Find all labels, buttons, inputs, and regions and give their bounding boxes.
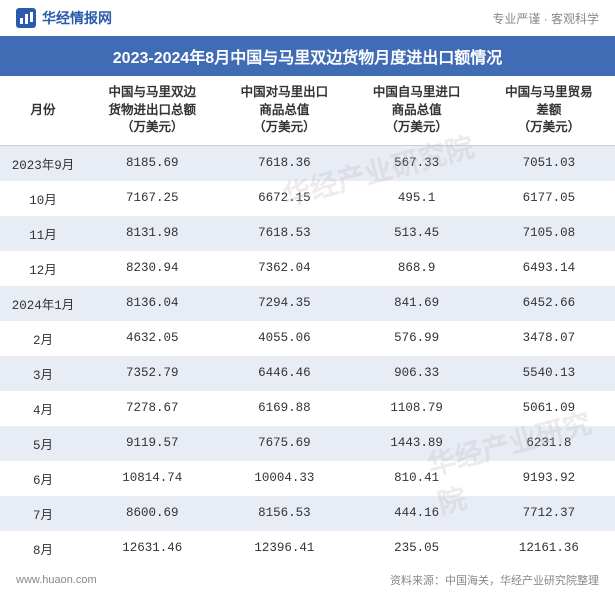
- table-row: 12月8230.947362.04868.96493.14: [0, 251, 615, 286]
- table-cell: 2月: [0, 321, 86, 356]
- table-cell: 10004.33: [218, 461, 350, 496]
- table-cell: 9119.57: [86, 426, 218, 461]
- table-cell: 868.9: [351, 251, 483, 286]
- table-row: 3月7352.796446.46906.335540.13: [0, 356, 615, 391]
- table-cell: 7618.36: [218, 145, 350, 181]
- col-header-total: 中国与马里双边货物进出口总额（万美元）: [86, 76, 218, 145]
- table-cell: 8156.53: [218, 496, 350, 531]
- table-row: 7月8600.698156.53444.167712.37: [0, 496, 615, 531]
- table-cell: 1108.79: [351, 391, 483, 426]
- table-cell: 9193.92: [483, 461, 615, 496]
- table-cell: 4055.06: [218, 321, 350, 356]
- table-cell: 8600.69: [86, 496, 218, 531]
- table-cell: 513.45: [351, 216, 483, 251]
- col-header-export: 中国对马里出口商品总值（万美元）: [218, 76, 350, 145]
- header-bar: 华经情报网 专业严谨 · 客观科学: [0, 0, 615, 36]
- table-cell: 8131.98: [86, 216, 218, 251]
- slogan: 专业严谨 · 客观科学: [492, 10, 599, 27]
- table-cell: 8230.94: [86, 251, 218, 286]
- table-cell: 6177.05: [483, 181, 615, 216]
- chart-title: 2023-2024年8月中国与马里双边货物月度进出口额情况: [0, 36, 615, 76]
- table-cell: 235.05: [351, 531, 483, 566]
- table-row: 2月4632.054055.06576.993478.07: [0, 321, 615, 356]
- logo-icon: [16, 8, 36, 28]
- table-cell: 6169.88: [218, 391, 350, 426]
- table-row: 2024年1月8136.047294.35841.696452.66: [0, 286, 615, 321]
- table-cell: 4月: [0, 391, 86, 426]
- table-cell: 906.33: [351, 356, 483, 391]
- table-container: 月份 中国与马里双边货物进出口总额（万美元） 中国对马里出口商品总值（万美元） …: [0, 76, 615, 566]
- table-cell: 576.99: [351, 321, 483, 356]
- data-table: 月份 中国与马里双边货物进出口总额（万美元） 中国对马里出口商品总值（万美元） …: [0, 76, 615, 566]
- table-row: 6月10814.7410004.33810.419193.92: [0, 461, 615, 496]
- table-cell: 6672.15: [218, 181, 350, 216]
- table-cell: 11月: [0, 216, 86, 251]
- table-cell: 7618.53: [218, 216, 350, 251]
- table-row: 4月7278.676169.881108.795061.09: [0, 391, 615, 426]
- table-cell: 495.1: [351, 181, 483, 216]
- table-cell: 10月: [0, 181, 86, 216]
- table-row: 11月8131.987618.53513.457105.08: [0, 216, 615, 251]
- table-cell: 7712.37: [483, 496, 615, 531]
- footer-source: 资料来源：中国海关，华经产业研究院整理: [390, 572, 599, 588]
- footer-website: www.huaon.com: [16, 574, 97, 586]
- table-cell: 7167.25: [86, 181, 218, 216]
- table-cell: 6493.14: [483, 251, 615, 286]
- col-header-month: 月份: [0, 76, 86, 145]
- table-cell: 12396.41: [218, 531, 350, 566]
- table-row: 8月12631.4612396.41235.0512161.36: [0, 531, 615, 566]
- table-cell: 6231.8: [483, 426, 615, 461]
- table-cell: 2024年1月: [0, 286, 86, 321]
- table-cell: 12161.36: [483, 531, 615, 566]
- table-cell: 8月: [0, 531, 86, 566]
- table-cell: 6452.66: [483, 286, 615, 321]
- table-header-row: 月份 中国与马里双边货物进出口总额（万美元） 中国对马里出口商品总值（万美元） …: [0, 76, 615, 145]
- table-cell: 3月: [0, 356, 86, 391]
- table-cell: 5540.13: [483, 356, 615, 391]
- logo-section: 华经情报网: [16, 8, 112, 28]
- table-cell: 810.41: [351, 461, 483, 496]
- table-cell: 8185.69: [86, 145, 218, 181]
- table-cell: 7月: [0, 496, 86, 531]
- table-cell: 7352.79: [86, 356, 218, 391]
- table-row: 10月7167.256672.15495.16177.05: [0, 181, 615, 216]
- table-cell: 2023年9月: [0, 145, 86, 181]
- col-header-import: 中国自马里进口商品总值（万美元）: [351, 76, 483, 145]
- table-cell: 7051.03: [483, 145, 615, 181]
- table-cell: 5月: [0, 426, 86, 461]
- table-cell: 10814.74: [86, 461, 218, 496]
- table-cell: 5061.09: [483, 391, 615, 426]
- table-cell: 12631.46: [86, 531, 218, 566]
- table-cell: 7362.04: [218, 251, 350, 286]
- table-cell: 8136.04: [86, 286, 218, 321]
- table-cell: 6月: [0, 461, 86, 496]
- table-cell: 841.69: [351, 286, 483, 321]
- table-row: 5月9119.577675.691443.896231.8: [0, 426, 615, 461]
- table-cell: 7278.67: [86, 391, 218, 426]
- table-cell: 4632.05: [86, 321, 218, 356]
- footer-bar: www.huaon.com 资料来源：中国海关，华经产业研究院整理: [0, 566, 615, 594]
- table-row: 2023年9月8185.697618.36567.337051.03: [0, 145, 615, 181]
- table-cell: 7105.08: [483, 216, 615, 251]
- table-cell: 6446.46: [218, 356, 350, 391]
- table-cell: 1443.89: [351, 426, 483, 461]
- table-cell: 3478.07: [483, 321, 615, 356]
- table-cell: 444.16: [351, 496, 483, 531]
- col-header-balance: 中国与马里贸易差额（万美元）: [483, 76, 615, 145]
- table-cell: 7294.35: [218, 286, 350, 321]
- table-cell: 567.33: [351, 145, 483, 181]
- table-cell: 12月: [0, 251, 86, 286]
- table-cell: 7675.69: [218, 426, 350, 461]
- logo-text: 华经情报网: [42, 8, 112, 28]
